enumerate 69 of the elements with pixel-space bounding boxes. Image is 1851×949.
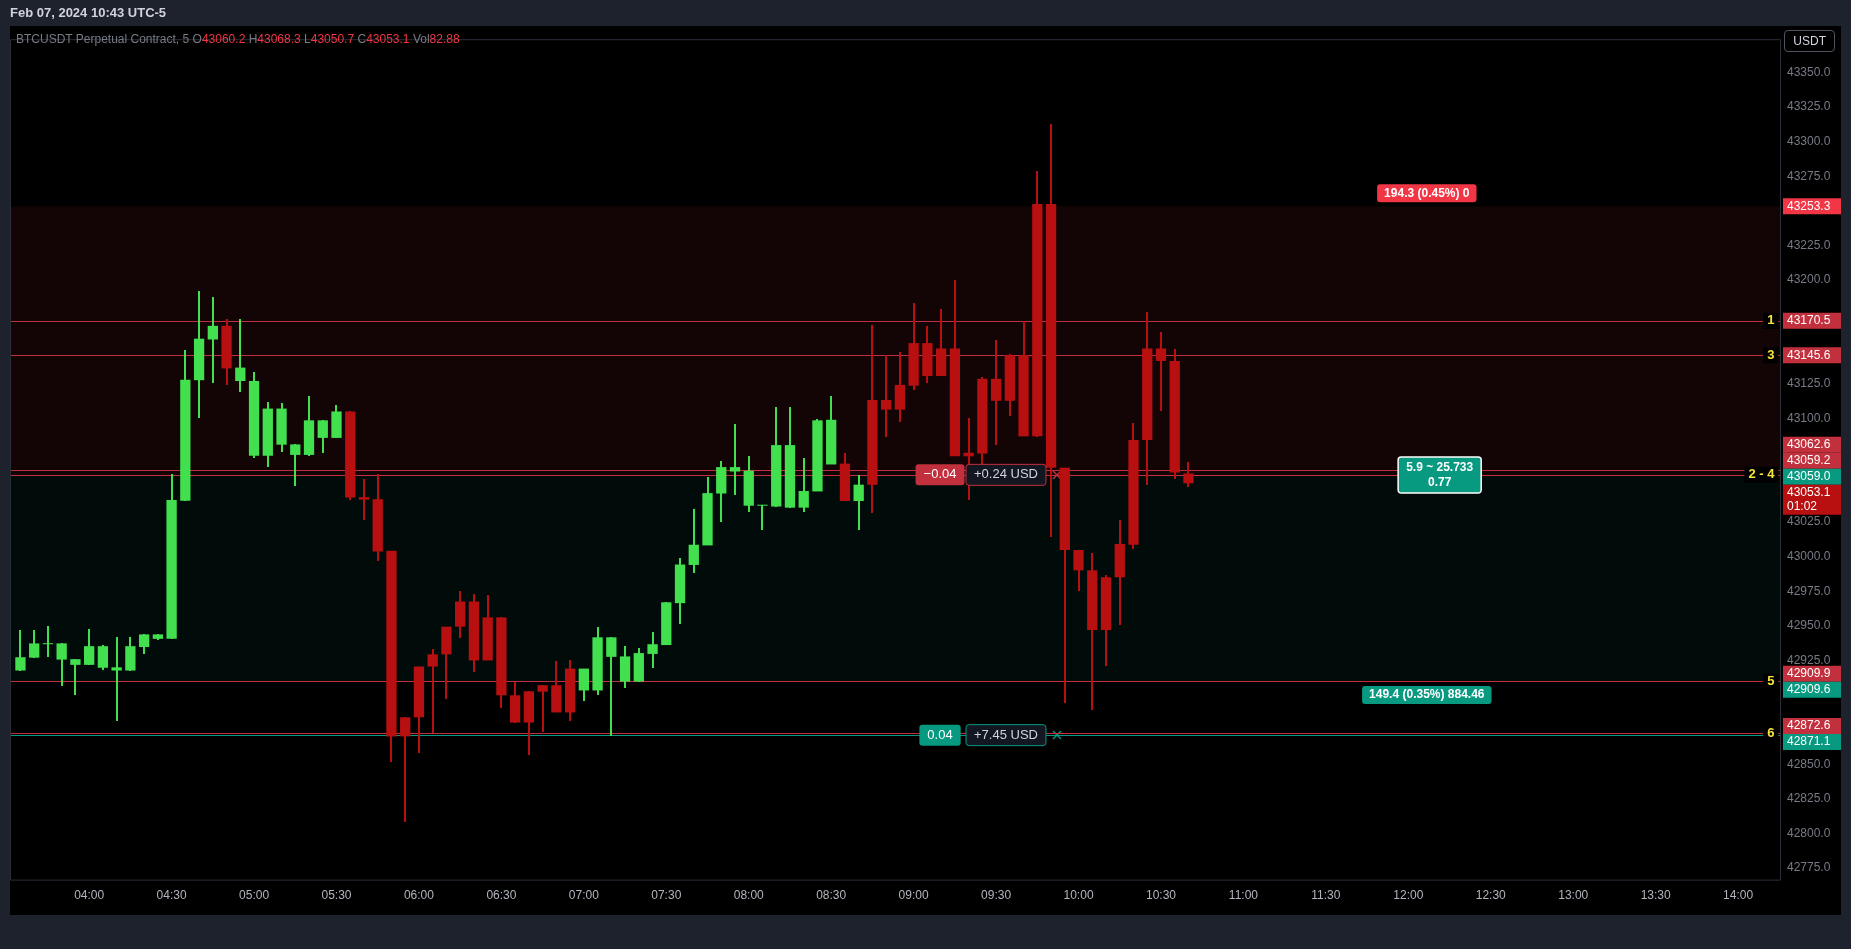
annotation: −0.04 (923, 466, 957, 482)
ref-line-label: 42872.6 (1787, 718, 1831, 733)
x-tick-label: 06:30 (486, 888, 517, 903)
ref-line-label: 42909.9 (1787, 665, 1831, 680)
ref-line-label: 43062.6 (1787, 437, 1831, 452)
y-tick-label: 43125.0 (1787, 376, 1831, 391)
x-tick-label: 09:00 (898, 888, 929, 903)
candlestick (757, 504, 768, 530)
annotation: 0.04 (927, 726, 953, 742)
annotation: +0.24 USD (974, 466, 1038, 482)
y-tick-label: 43025.0 (1787, 514, 1831, 529)
annotation: 5 (1767, 673, 1775, 689)
y-tick-label: 42850.0 (1787, 756, 1831, 771)
x-tick-label: 05:00 (239, 888, 270, 903)
x-tick-label: 07:00 (568, 888, 600, 903)
y-tick-label: 43300.0 (1787, 133, 1831, 148)
y-tick-label: 42800.0 (1787, 825, 1831, 840)
x-tick-label: 13:30 (1640, 888, 1672, 903)
y-tick-label: 42825.0 (1787, 791, 1831, 806)
ref-line-label: 43145.6 (1787, 347, 1831, 362)
x-tick-label: 08:30 (816, 888, 847, 903)
candlestick (729, 424, 741, 495)
x-tick-label: 12:30 (1475, 888, 1507, 903)
x-tick-label: 08:00 (733, 888, 765, 903)
x-tick-label: 10:00 (1063, 888, 1094, 903)
y-tick-label: 42925.0 (1787, 652, 1831, 667)
x-tick-label: 13:00 (1558, 888, 1589, 903)
chart-title: Feb 07, 2024 10:43 UTC-5 (10, 4, 167, 22)
annotation: 42909.6 (1787, 681, 1831, 696)
annotation: 2 - 4 (1748, 466, 1776, 482)
annotation: 43059.0 (1787, 469, 1831, 484)
annotation: +7.45 USD (974, 726, 1038, 742)
candlestick (111, 637, 122, 721)
x-tick-label: 06:00 (403, 888, 435, 903)
x-tick-label: 07:30 (651, 888, 682, 903)
annotation: 1 (1767, 312, 1775, 328)
x-tick-label: 09:30 (981, 888, 1012, 903)
text: USDT (1784, 30, 1835, 52)
annotation: 6 (1767, 724, 1775, 740)
x-tick-label: 04:00 (74, 888, 105, 903)
annotation: 43253.3 (1787, 198, 1831, 213)
x-tick-label: 14:00 (1723, 888, 1754, 903)
y-tick-label: 42775.0 (1787, 860, 1831, 875)
annotation: 43053.1 01:02 (1787, 485, 1831, 514)
x-tick-label: 05:30 (321, 888, 352, 903)
band-label: 149.4 (0.35%) 884.46 (1369, 687, 1485, 702)
y-tick-label: 43000.0 (1787, 549, 1831, 564)
y-tick-label: 43100.0 (1787, 410, 1831, 425)
y-tick-label: 43350.0 (1787, 64, 1831, 79)
candlestick (42, 626, 54, 657)
x-tick-label: 11:00 (1228, 888, 1259, 903)
candlestick (358, 479, 370, 520)
y-tick-label: 42975.0 (1787, 583, 1831, 598)
annotation: 3 (1767, 346, 1775, 362)
ref-line-label: 43059.2 (1787, 453, 1831, 468)
y-tick-label: 43325.0 (1787, 99, 1831, 114)
annotation: 5.9 ~ 25.733 0.77 (1406, 459, 1474, 489)
ref-line-label: 42871.1 (1787, 734, 1831, 749)
text: BTCUSDT Perpetual Contract, 5 O43060.2 H43068.3 L43050.7 C43053.1 Vol82.88 (16, 32, 460, 46)
x-tick-label: 12:00 (1393, 888, 1424, 903)
y-tick-label: 43200.0 (1787, 272, 1831, 287)
band-label: 194.3 (0.45%) 0 (1384, 185, 1470, 200)
x-tick-label: 10:30 (1145, 888, 1177, 903)
y-tick-label: 42950.0 (1787, 618, 1831, 633)
ref-line-label: 43170.5 (1787, 313, 1831, 328)
y-tick-label: 43275.0 (1787, 168, 1831, 183)
x-tick-label: 11:30 (1311, 888, 1341, 903)
x-tick-label: 04:30 (156, 888, 187, 903)
y-tick-label: 43225.0 (1787, 237, 1831, 252)
